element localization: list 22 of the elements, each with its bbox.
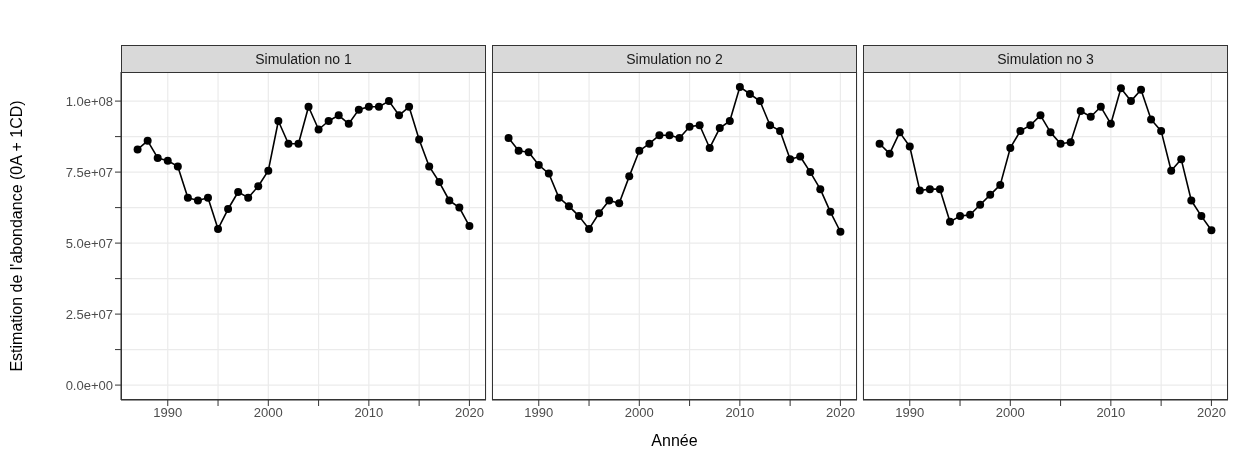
y-tick-label: 5.0e+07 xyxy=(65,235,113,251)
y-tick-label: 7.5e+07 xyxy=(65,164,113,180)
chart-title: Simulation no 2 xyxy=(492,45,857,72)
y-axis-title: Estimation de l'abondance (0A + 1CD) xyxy=(7,100,25,372)
chart-title: Simulation no 1 xyxy=(121,45,486,72)
x-tick-label: 2020 xyxy=(454,405,484,421)
x-tick-label: 2020 xyxy=(825,405,855,421)
x-tick-label: 2000 xyxy=(995,405,1025,421)
y-tick-label: 2.5e+07 xyxy=(65,306,113,322)
y-tick-label: 0.0e+00 xyxy=(65,377,113,393)
x-tick-label: 1990 xyxy=(895,405,925,421)
x-tick-label: 2010 xyxy=(725,405,755,421)
x-tick-label: 2010 xyxy=(1096,405,1126,421)
x-tick-label: 2010 xyxy=(354,405,384,421)
y-tick-label: 1.0e+08 xyxy=(65,93,113,109)
x-tick-label: 2000 xyxy=(253,405,283,421)
x-tick-label: 2020 xyxy=(1196,405,1226,421)
x-tick-label: 1990 xyxy=(524,405,554,421)
chart-title: Simulation no 3 xyxy=(863,45,1228,72)
x-tick-label: 1990 xyxy=(153,405,183,421)
x-axis-title: Année xyxy=(651,432,698,449)
x-tick-label: 2000 xyxy=(624,405,654,421)
